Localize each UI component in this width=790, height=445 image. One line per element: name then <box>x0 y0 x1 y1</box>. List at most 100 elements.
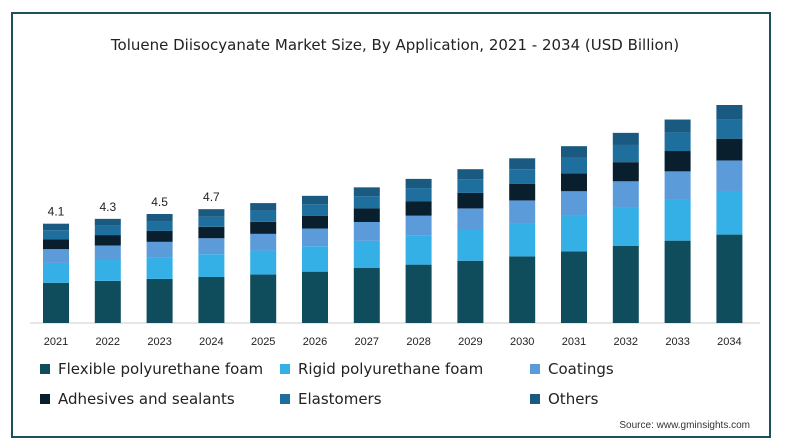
x-tick-label: 2029 <box>458 336 482 348</box>
chart-title: Toluene Diisocyanate Market Size, By App… <box>110 36 680 54</box>
legend-item: Others <box>530 390 730 408</box>
legend-swatch <box>530 394 540 404</box>
bar-2028-series-3 <box>405 201 432 216</box>
legend-label: Coatings <box>548 360 614 378</box>
bar-2034-series-5 <box>716 105 743 120</box>
bar-2033-series-1 <box>664 199 691 241</box>
total-value-label: 4.5 <box>151 195 168 209</box>
x-tick-label: 2030 <box>510 336 534 348</box>
bar-2030-series-2 <box>509 200 536 224</box>
source-text: Source: www.gminsights.com <box>619 420 750 431</box>
x-tick-label: 2028 <box>406 336 430 348</box>
bar-2024-series-0 <box>198 276 225 323</box>
x-tick-label: 2024 <box>199 336 223 348</box>
bar-2024-series-3 <box>198 226 225 239</box>
x-tick-label: 2022 <box>96 336 120 348</box>
bar-2031-series-0 <box>561 251 587 323</box>
bar-2034-series-4 <box>716 119 743 139</box>
bar-2024-series-4 <box>198 216 225 227</box>
bar-2030-series-5 <box>509 158 536 170</box>
bar-2024-series-1 <box>198 254 225 277</box>
x-tick-label: 2027 <box>355 336 379 348</box>
bar-2026-series-5 <box>302 195 328 205</box>
bar-2025-series-5 <box>250 203 277 211</box>
bar-2033-series-2 <box>664 171 691 200</box>
bar-2032-series-3 <box>612 162 639 182</box>
bar-2028-series-2 <box>405 215 432 236</box>
total-value-label: 4.7 <box>203 190 220 204</box>
bar-2027-series-0 <box>353 268 380 323</box>
bar-2034-series-0 <box>716 234 743 323</box>
bar-2033-series-4 <box>664 132 691 152</box>
bar-2026-series-2 <box>302 228 328 247</box>
bar-2024-series-5 <box>198 209 225 217</box>
bar-2023-series-1 <box>146 257 173 279</box>
bar-2033-series-3 <box>664 151 691 172</box>
bar-2021-series-4 <box>43 230 69 240</box>
bar-2030-series-4 <box>509 169 536 184</box>
bar-2030-series-1 <box>509 223 536 257</box>
legend-swatch <box>40 394 50 404</box>
bar-2026-series-1 <box>302 246 328 272</box>
bar-2024-series-2 <box>198 238 225 255</box>
bar-2032-series-0 <box>612 245 639 323</box>
bar-2026-series-4 <box>302 204 328 216</box>
bar-2029-series-5 <box>457 169 484 180</box>
bar-2030-series-3 <box>509 183 536 201</box>
bar-2032-series-4 <box>612 144 639 163</box>
bar-2029-series-0 <box>457 260 484 323</box>
legend-swatch <box>280 364 290 374</box>
bar-2025-series-4 <box>250 210 277 222</box>
bar-2027-series-4 <box>353 196 380 209</box>
x-tick-label: 2033 <box>665 336 689 348</box>
bar-2032-series-1 <box>612 207 639 246</box>
chart-frame <box>11 12 771 438</box>
bar-2034-series-3 <box>716 138 743 161</box>
legend-item: Adhesives and sealants <box>40 390 280 408</box>
bar-2032-series-2 <box>612 181 639 208</box>
bar-2030-series-0 <box>509 256 536 323</box>
bar-2022-series-5 <box>94 218 121 226</box>
bar-2033-series-5 <box>664 119 691 133</box>
bar-2031-series-2 <box>561 191 587 216</box>
bar-2029-series-2 <box>457 208 484 230</box>
legend-label: Elastomers <box>298 390 382 408</box>
legend-swatch <box>40 364 50 374</box>
bar-2022-series-0 <box>94 280 121 323</box>
bar-2021-series-2 <box>43 249 69 263</box>
bar-2031-series-3 <box>561 173 587 192</box>
bar-2025-series-3 <box>250 221 277 234</box>
bar-2022-series-2 <box>94 245 121 261</box>
legend-swatch <box>530 364 540 374</box>
bar-2025-series-1 <box>250 250 277 275</box>
bar-2027-series-2 <box>353 221 380 241</box>
bar-2034-series-1 <box>716 190 743 235</box>
legend-item: Rigid polyurethane foam <box>280 360 530 378</box>
legend-label: Flexible polyurethane foam <box>58 360 264 378</box>
bar-2022-series-4 <box>94 225 121 236</box>
x-tick-label: 2023 <box>147 336 171 348</box>
bar-2027-series-3 <box>353 208 380 222</box>
bar-2023-series-5 <box>146 214 173 222</box>
bar-2027-series-1 <box>353 240 380 269</box>
legend: Flexible polyurethane foam Rigid polyuret… <box>40 360 740 408</box>
bar-2023-series-3 <box>146 230 173 242</box>
bar-2023-series-2 <box>146 241 173 258</box>
legend-item: Elastomers <box>280 390 530 408</box>
legend-label: Adhesives and sealants <box>58 390 235 408</box>
bar-2029-series-1 <box>457 229 484 261</box>
total-value-label: 4.1 <box>48 205 65 219</box>
bar-2022-series-3 <box>94 235 121 246</box>
bar-2025-series-0 <box>250 274 277 323</box>
bar-2021-series-5 <box>43 223 69 231</box>
bar-2025-series-2 <box>250 233 277 251</box>
x-tick-label: 2032 <box>614 336 638 348</box>
bar-2028-series-0 <box>405 264 432 323</box>
bar-2031-series-1 <box>561 215 587 252</box>
x-tick-label: 2034 <box>717 336 741 348</box>
bar-2023-series-4 <box>146 221 173 231</box>
bar-2032-series-5 <box>612 132 639 145</box>
bar-2022-series-1 <box>94 260 121 281</box>
bar-2031-series-5 <box>561 146 587 158</box>
